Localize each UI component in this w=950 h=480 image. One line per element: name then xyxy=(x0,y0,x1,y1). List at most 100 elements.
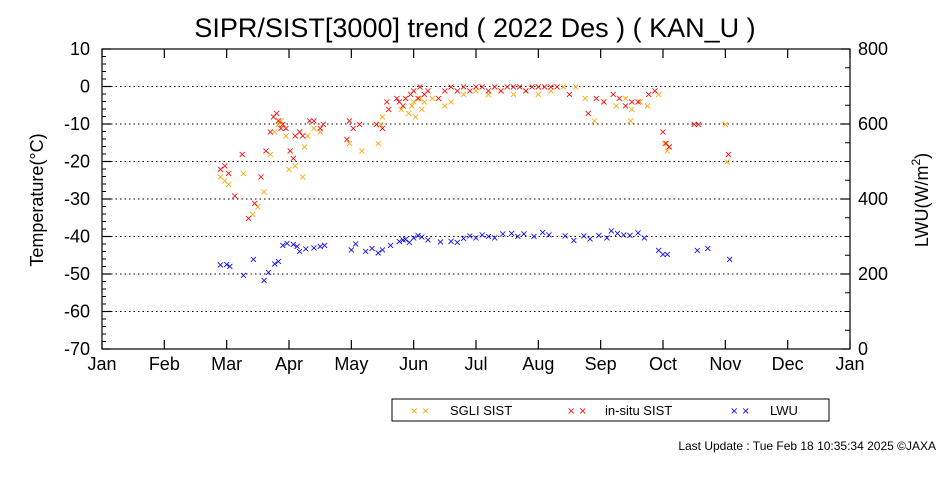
lwu-point: × xyxy=(539,228,547,239)
insitu-sist-point: × xyxy=(378,123,386,134)
insitu-sist-point: × xyxy=(319,120,327,131)
lwu-point: × xyxy=(310,243,318,254)
sgli-sist-point: × xyxy=(404,108,412,119)
insitu-sist-point: × xyxy=(269,112,277,123)
lwu-point: × xyxy=(704,243,712,254)
sgli-sist-point: × xyxy=(459,90,467,101)
left-tick-label: -10 xyxy=(64,114,90,134)
x-tick-label: Jan xyxy=(87,354,116,374)
insitu-sist-point: × xyxy=(282,123,290,134)
lwu-point: × xyxy=(613,229,621,240)
insitu-sist-point: × xyxy=(522,86,530,97)
lwu-point: × xyxy=(453,237,461,248)
insitu-sist-series: ××××××××××××××××××××××××××××× ×××××××××××… xyxy=(216,82,732,224)
sgli-sist-point: × xyxy=(723,157,731,168)
sgli-sist-point: × xyxy=(374,138,382,149)
sgli-sist-point: × xyxy=(654,90,662,101)
sgli-sist-point: × xyxy=(547,86,555,97)
lwu-point: × xyxy=(216,260,224,271)
insitu-sist-point: × xyxy=(584,108,592,119)
insitu-sist-point: × xyxy=(621,101,629,112)
sgli-sist-point: × xyxy=(612,101,620,112)
sgli-sist-point: × xyxy=(497,86,505,97)
sgli-sist-point: × xyxy=(628,105,636,116)
insitu-sist-point: × xyxy=(665,142,673,153)
x-tick-label: Jun xyxy=(399,354,428,374)
y-axis-right-label-main: LWU(W/m xyxy=(912,166,932,248)
insitu-sist-point: × xyxy=(478,82,486,93)
insitu-sist-point: × xyxy=(372,120,380,131)
sgli-sist-point: × xyxy=(239,168,247,179)
sgli-sist-point: × xyxy=(266,150,274,161)
sgli-sist-point: × xyxy=(224,180,232,191)
right-tick-label: 400 xyxy=(858,189,888,209)
lwu-point: × xyxy=(459,234,467,245)
lwu-point: × xyxy=(293,241,301,252)
lwu-point: × xyxy=(374,248,382,259)
sgli-sist-point: × xyxy=(509,90,517,101)
insitu-sist-point: × xyxy=(299,131,307,142)
sgli-sist-point: × xyxy=(721,120,729,131)
sgli-sist-point: × xyxy=(572,82,580,93)
sgli-sist-point: × xyxy=(643,101,651,112)
legend-marker-lwu: × × xyxy=(730,406,750,417)
insitu-sist-point: × xyxy=(453,86,461,97)
insitu-sist-point: × xyxy=(305,116,313,127)
lwu-point: × xyxy=(545,230,553,241)
insitu-sist-point: × xyxy=(694,120,702,131)
insitu-sist-point: × xyxy=(277,123,285,134)
lwu-point: × xyxy=(302,244,310,255)
lwu-point: × xyxy=(226,261,234,272)
sgli-sist-series: ××××××××××××××××××××××××× ××××××× ×××× × × × ×… xyxy=(216,82,731,221)
insitu-sist-point: × xyxy=(534,82,542,93)
left-tick-label: 0 xyxy=(80,77,90,97)
sgli-sist-point: × xyxy=(376,120,384,131)
lwu-point: × xyxy=(659,250,667,261)
y-axis-right-label-close: ) xyxy=(912,153,932,159)
insitu-sist-point: × xyxy=(491,82,499,93)
lwu-point: × xyxy=(466,231,474,242)
right-tick-label: 0 xyxy=(858,339,868,359)
left-tick-label: -40 xyxy=(64,227,90,247)
insitu-sist-point: × xyxy=(409,86,417,97)
insitu-sist-point: × xyxy=(349,123,357,134)
lwu-point: × xyxy=(491,233,499,244)
insitu-sist-point: × xyxy=(279,120,287,131)
lwu-point: × xyxy=(447,237,455,248)
lwu-point: × xyxy=(249,255,257,266)
lwu-point: × xyxy=(279,240,287,251)
x-tick-label: Jan xyxy=(835,354,864,374)
insitu-sist-point: × xyxy=(316,123,324,134)
lwu-point: × xyxy=(424,235,432,246)
x-tick-label: Oct xyxy=(649,354,677,374)
lwu-point: × xyxy=(409,233,417,244)
lwu-point: × xyxy=(320,241,328,252)
x-tick-label: Mar xyxy=(211,354,242,374)
lwu-point: × xyxy=(663,249,671,260)
sgli-sist-point: × xyxy=(428,93,436,104)
insitu-sist-point: × xyxy=(272,108,280,119)
lwu-point: × xyxy=(607,226,615,237)
x-tick-label: Nov xyxy=(709,354,741,374)
lwu-point: × xyxy=(418,232,426,243)
last-update-footer: Last Update : Tue Feb 18 10:35:34 2025 ©… xyxy=(678,439,936,453)
sgli-sist-point: × xyxy=(291,161,299,172)
lwu-point: × xyxy=(603,233,611,244)
lwu-point: × xyxy=(499,229,507,240)
sgli-sist-point: × xyxy=(300,142,308,153)
insitu-sist-point: × xyxy=(257,172,265,183)
lwu-point: × xyxy=(399,235,407,246)
insitu-sist-point: × xyxy=(224,168,232,179)
insitu-sist-point: × xyxy=(592,93,600,104)
lwu-point: × xyxy=(640,233,648,244)
insitu-sist-point: × xyxy=(406,90,414,101)
y-axis-right-label-sup: 2 xyxy=(909,159,923,166)
sgli-sist-point: × xyxy=(216,172,224,183)
insitu-sist-point: × xyxy=(528,82,536,93)
sgli-sist-point: × xyxy=(416,93,424,104)
x-tick-label: Dec xyxy=(772,354,804,374)
insitu-sist-point: × xyxy=(497,86,505,97)
sgli-sist-point: × xyxy=(358,146,366,157)
insitu-sist-point: × xyxy=(385,105,393,116)
insitu-sist-point: × xyxy=(540,82,548,93)
